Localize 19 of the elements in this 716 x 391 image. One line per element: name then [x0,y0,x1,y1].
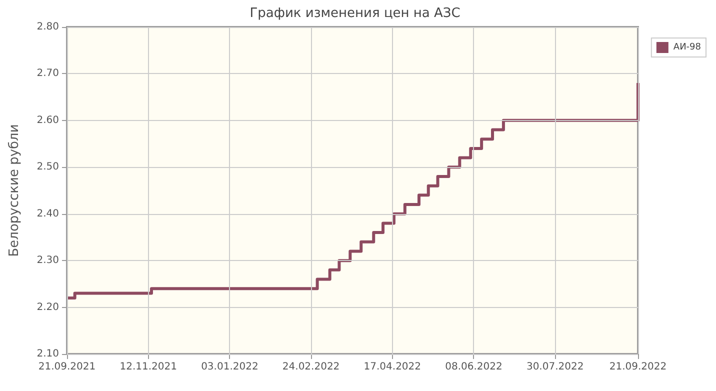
x-tick-label: 21.09.2021 [38,362,96,372]
x-tick-label: 03.01.2022 [201,362,258,372]
y-tick-label: 2.40 [36,208,59,220]
x-tick-label: 21.09.2022 [609,362,667,372]
chart-title: График изменения цен на АЗС [250,6,460,21]
y-tick-label: 2.80 [36,22,59,32]
x-tick-label: 30.07.2022 [526,362,584,372]
x-tick-label: 17.04.2022 [364,362,422,372]
y-tick-label: 2.20 [36,302,59,313]
y-axis-title: Белорусские рубли [7,124,22,257]
x-tick-label: 08.06.2022 [445,362,502,372]
y-tick-label: 2.70 [36,68,59,80]
legend-label: АИ-98 [673,42,702,52]
y-tick-label: 2.60 [36,114,59,126]
y-tick-label: 2.10 [36,348,59,360]
x-tick-label: 12.11.2021 [120,362,177,372]
y-tick-label: 2.30 [36,255,59,266]
x-tick-label: 24.02.2022 [282,362,340,372]
y-tick-label: 2.50 [36,162,59,173]
